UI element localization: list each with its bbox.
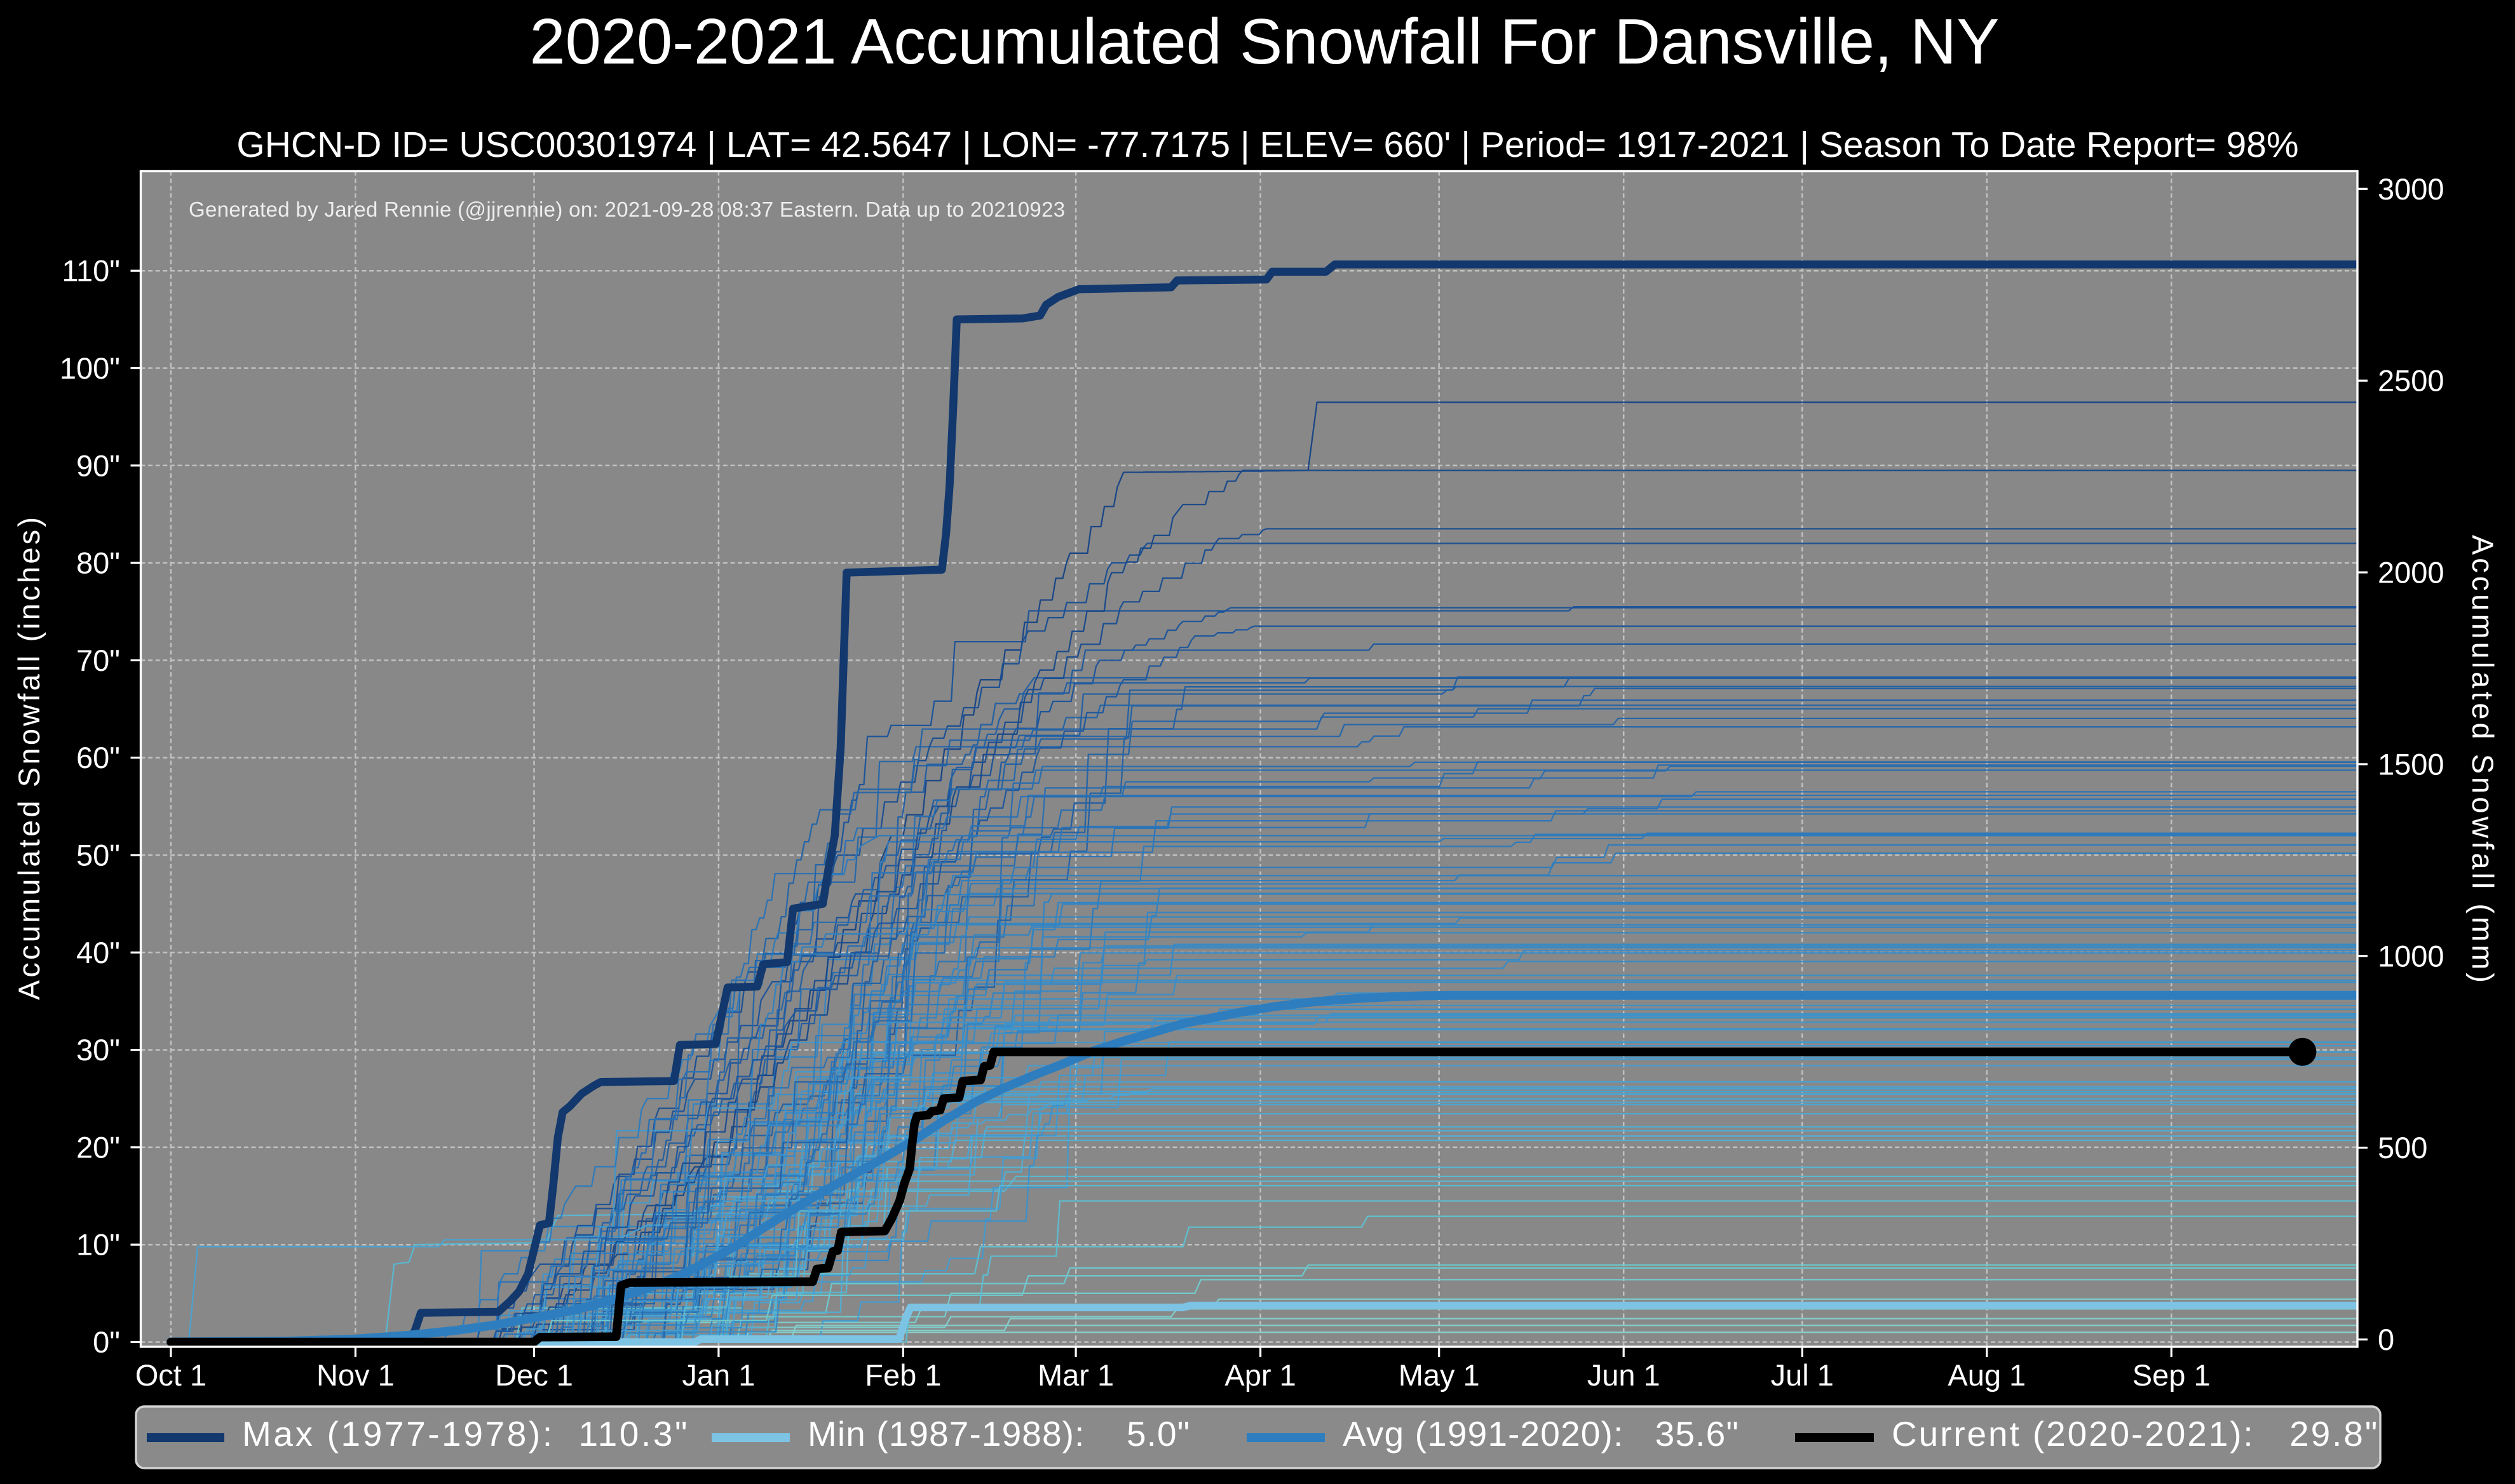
svg-text:Accumulated Snowfall (mm): Accumulated Snowfall (mm) [2466,535,2500,986]
svg-text:2500: 2500 [2378,364,2444,398]
svg-text:80": 80" [76,546,120,580]
svg-text:1000: 1000 [2378,939,2444,973]
svg-text:0": 0" [93,1325,120,1359]
svg-text:Sep 1: Sep 1 [2132,1358,2211,1392]
svg-text:GHCN-D ID= USC00301974 | LAT=: GHCN-D ID= USC00301974 | LAT= 42.5647 | … [236,125,2298,165]
svg-text:Oct 1: Oct 1 [135,1358,207,1392]
svg-text:2020-2021 Accumulated Snowfall: 2020-2021 Accumulated Snowfall For Dansv… [530,6,2000,78]
svg-text:3000: 3000 [2378,172,2444,206]
svg-text:90": 90" [76,449,120,482]
svg-text:May 1: May 1 [1399,1358,1480,1392]
svg-text:Accumulated Snowfall (inches): Accumulated Snowfall (inches) [12,515,46,1000]
svg-text:30": 30" [76,1033,120,1067]
svg-text:Jan 1: Jan 1 [682,1358,755,1392]
svg-text:100": 100" [60,351,120,385]
svg-text:Dec 1: Dec 1 [495,1358,573,1392]
svg-text:20": 20" [76,1130,120,1164]
svg-text:10": 10" [76,1228,120,1262]
svg-text:0: 0 [2378,1323,2394,1356]
svg-text:Generated by Jared Rennie (@jj: Generated by Jared Rennie (@jjrennie) on… [189,198,1065,221]
svg-text:Jun 1: Jun 1 [1587,1358,1660,1392]
svg-text:Aug 1: Aug 1 [1948,1358,2026,1392]
svg-text:Jul 1: Jul 1 [1771,1358,1834,1392]
svg-text:Max (1977-1978): 110.3": Max (1977-1978): 110.3" [242,1414,689,1454]
svg-text:Feb 1: Feb 1 [865,1358,941,1392]
svg-text:2000: 2000 [2378,556,2444,590]
svg-text:40": 40" [76,936,120,969]
svg-text:Mar 1: Mar 1 [1038,1358,1114,1392]
svg-text:1500: 1500 [2378,747,2444,781]
svg-text:60": 60" [76,741,120,774]
svg-text:Avg (1991-2020): 35.6": Avg (1991-2020): 35.6" [1343,1414,1739,1454]
svg-text:Current (2020-2021): 29.8": Current (2020-2021): 29.8" [1892,1414,2379,1454]
svg-text:70": 70" [76,644,120,677]
svg-text:110": 110" [62,254,120,288]
svg-text:50": 50" [76,839,120,872]
svg-text:Min (1987-1988): 5.0": Min (1987-1988): 5.0" [808,1414,1190,1454]
svg-text:500: 500 [2378,1131,2427,1164]
svg-text:Apr 1: Apr 1 [1224,1358,1296,1392]
svg-text:Nov 1: Nov 1 [316,1358,395,1392]
